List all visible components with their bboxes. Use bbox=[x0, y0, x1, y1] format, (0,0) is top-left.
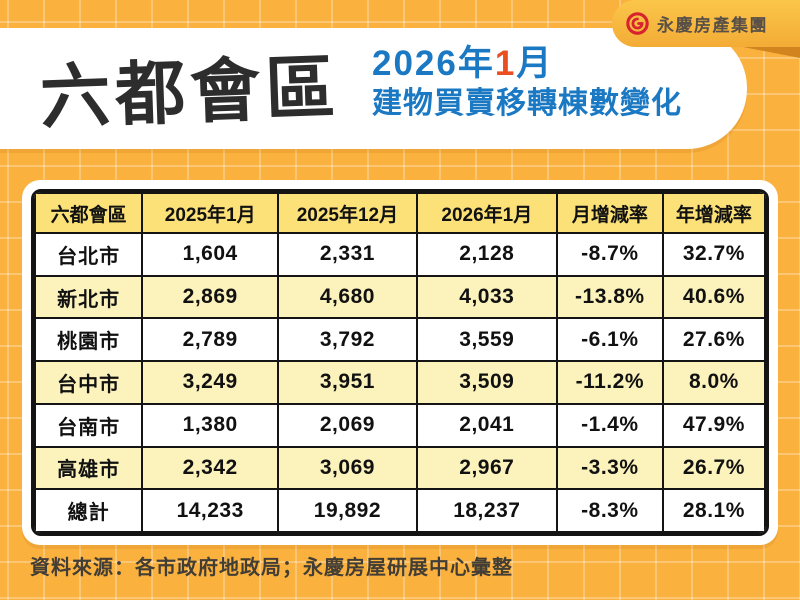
value-cell: 1,380 bbox=[141, 402, 280, 448]
table-row: 新北市 2,869 4,680 4,033 -13.8% 40.6% bbox=[34, 274, 766, 320]
value-cell: 4,680 bbox=[277, 274, 418, 320]
value-cell: -3.3% bbox=[555, 445, 664, 491]
value-cell: 32.7% bbox=[661, 232, 766, 277]
value-cell: 2,342 bbox=[141, 445, 280, 491]
yungching-ring-icon bbox=[626, 12, 649, 35]
value-cell: -6.1% bbox=[555, 317, 664, 363]
table-row-total: 總計 14,233 19,892 18,237 -8.3% 28.1% bbox=[34, 488, 766, 533]
value-cell: 14,233 bbox=[141, 488, 280, 533]
source-note: 資料來源：各市政府地政局；永慶房屋研展中心彙整 bbox=[30, 557, 513, 579]
subtitle-description: 建物買賣移轉棟數變化 bbox=[372, 86, 682, 120]
brand-badge: 永慶房產集團 bbox=[612, 0, 800, 47]
subtitle-month-suffix: 月 bbox=[516, 44, 554, 83]
value-cell: 8.0% bbox=[661, 360, 766, 405]
value-cell: 3,069 bbox=[277, 445, 418, 491]
page-subtitle: 2026年1月 建物買賣移轉棟數變化 bbox=[372, 44, 682, 120]
value-cell: -8.7% bbox=[555, 232, 664, 277]
column-header: 月增減率 bbox=[555, 192, 664, 234]
value-cell: 2,128 bbox=[415, 232, 558, 277]
data-table: 六都會區 2025年1月 2025年12月 2026年1月 月增減率 年增減率 台北市 1,… bbox=[34, 192, 766, 533]
column-header: 2025年12月 bbox=[277, 192, 418, 234]
city-cell: 台南市 bbox=[34, 402, 144, 448]
value-cell: 26.7% bbox=[661, 445, 766, 491]
column-header: 2026年1月 bbox=[415, 192, 558, 234]
badge-fold-ribbon bbox=[743, 47, 800, 58]
value-cell: 18,237 bbox=[415, 488, 558, 533]
table-row: 桃園市 2,789 3,792 3,559 -6.1% 27.6% bbox=[34, 317, 766, 363]
city-cell: 新北市 bbox=[34, 274, 144, 320]
value-cell: 47.9% bbox=[661, 402, 766, 448]
column-header: 年增減率 bbox=[661, 192, 766, 234]
column-header: 六都會區 bbox=[34, 192, 144, 234]
table-frame: 六都會區 2025年1月 2025年12月 2026年1月 月增減率 年增減率 台北市 1,… bbox=[22, 180, 778, 545]
value-cell: 2,041 bbox=[415, 402, 558, 448]
table-row: 台中市 3,249 3,951 3,509 -11.2% 8.0% bbox=[34, 360, 766, 405]
value-cell: 2,789 bbox=[141, 317, 280, 363]
value-cell: 2,869 bbox=[141, 274, 280, 320]
table-header: 六都會區 2025年1月 2025年12月 2026年1月 月增減率 年增減率 bbox=[34, 192, 766, 234]
value-cell: 2,967 bbox=[415, 445, 558, 491]
value-cell: 19,892 bbox=[277, 488, 418, 533]
value-cell: 2,069 bbox=[277, 402, 418, 448]
value-cell: 2,331 bbox=[277, 232, 418, 277]
table-border: 六都會區 2025年1月 2025年12月 2026年1月 月增減率 年增減率 台北市 1,… bbox=[31, 189, 769, 536]
value-cell: -11.2% bbox=[555, 360, 664, 405]
brand-name: 永慶房產集團 bbox=[657, 16, 768, 35]
header-band: 六都會區 2026年1月 建物買賣移轉棟數變化 bbox=[0, 28, 747, 149]
value-cell: 27.6% bbox=[661, 317, 766, 363]
subtitle-period: 2026年1月 bbox=[372, 44, 682, 84]
city-cell: 高雄市 bbox=[34, 445, 144, 491]
column-header: 2025年1月 bbox=[141, 192, 280, 234]
city-cell: 台中市 bbox=[34, 360, 144, 405]
table-header-row: 六都會區 2025年1月 2025年12月 2026年1月 月增減率 年增減率 bbox=[34, 192, 766, 234]
city-cell: 桃園市 bbox=[34, 317, 144, 363]
value-cell: -8.3% bbox=[555, 488, 664, 533]
table-row: 台北市 1,604 2,331 2,128 -8.7% 32.7% bbox=[34, 232, 766, 277]
city-cell: 總計 bbox=[34, 488, 144, 533]
value-cell: -1.4% bbox=[555, 402, 664, 448]
value-cell: 3,559 bbox=[415, 317, 558, 363]
value-cell: 3,792 bbox=[277, 317, 418, 363]
table-body: 台北市 1,604 2,331 2,128 -8.7% 32.7% 新北市 2,869 4,68… bbox=[34, 232, 766, 533]
value-cell: 40.6% bbox=[661, 274, 766, 320]
value-cell: 3,951 bbox=[277, 360, 418, 405]
value-cell: -13.8% bbox=[555, 274, 664, 320]
table-row: 高雄市 2,342 3,069 2,967 -3.3% 26.7% bbox=[34, 445, 766, 491]
table-row: 台南市 1,380 2,069 2,041 -1.4% 47.9% bbox=[34, 402, 766, 448]
value-cell: 1,604 bbox=[141, 232, 280, 277]
value-cell: 28.1% bbox=[661, 488, 766, 533]
page-title: 六都會區 bbox=[38, 47, 342, 137]
city-cell: 台北市 bbox=[34, 232, 144, 277]
value-cell: 3,509 bbox=[415, 360, 558, 405]
subtitle-year: 2026年 bbox=[372, 44, 495, 83]
value-cell: 4,033 bbox=[415, 274, 558, 320]
subtitle-month-number: 1 bbox=[494, 44, 517, 83]
value-cell: 3,249 bbox=[141, 360, 280, 405]
